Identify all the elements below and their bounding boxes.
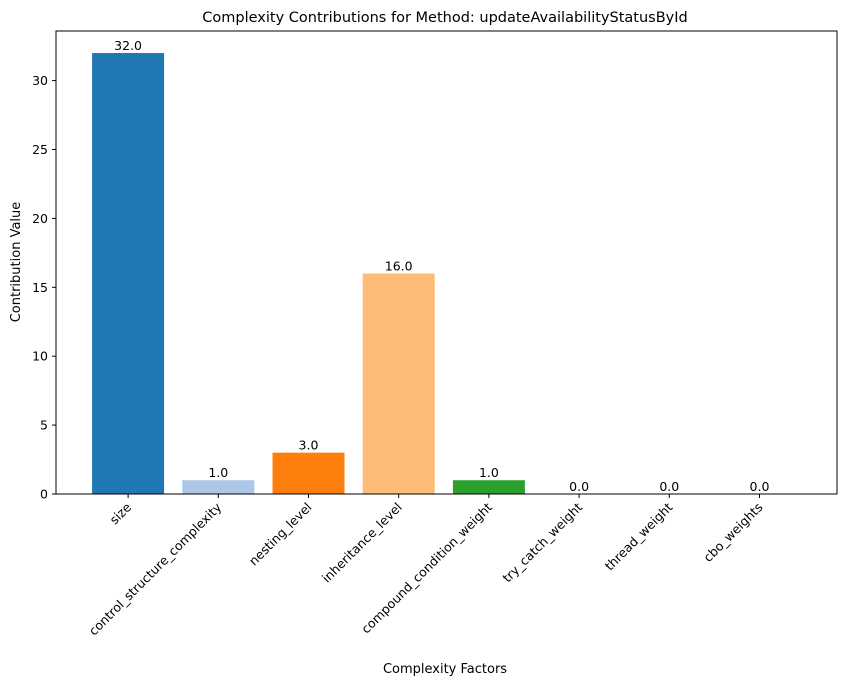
bar-size — [92, 53, 165, 495]
bar-value-label: 16.0 — [385, 259, 413, 274]
y-tick-label: 0 — [40, 487, 48, 502]
bar-nesting_level — [272, 452, 345, 494]
x-axis-label: Complexity Factors — [383, 662, 507, 677]
bars-layer: 32.0 1.0 3.0 16.0 1.0 0.0 0.0 0.0 — [92, 38, 770, 495]
y-tick-label: 15 — [32, 280, 48, 295]
chart-title: Complexity Contributions for Method: upd… — [202, 10, 687, 26]
bar-value-label: 32.0 — [114, 38, 142, 53]
bar-value-label: 0.0 — [750, 479, 770, 494]
y-axis-label: Contribution Value — [9, 202, 24, 323]
bar-inheritance_level — [362, 273, 435, 494]
bar-control_structure_complexity — [182, 480, 255, 494]
bar-compound_condition_weight — [452, 480, 525, 494]
y-tick-label: 10 — [32, 349, 48, 364]
y-tick-label: 25 — [32, 142, 48, 157]
y-tick-label: 5 — [40, 418, 48, 433]
bar-value-label: 0.0 — [569, 479, 589, 494]
bar-value-label: 0.0 — [659, 479, 679, 494]
bar-value-label: 3.0 — [299, 438, 319, 453]
y-axis: 0 5 10 15 20 25 30 — [32, 73, 56, 502]
y-tick-label: 30 — [32, 73, 48, 88]
bar-value-label: 1.0 — [479, 465, 499, 480]
bar-value-label: 1.0 — [208, 465, 228, 480]
y-tick-label: 20 — [32, 211, 48, 226]
plot-frame — [55, 30, 838, 495]
